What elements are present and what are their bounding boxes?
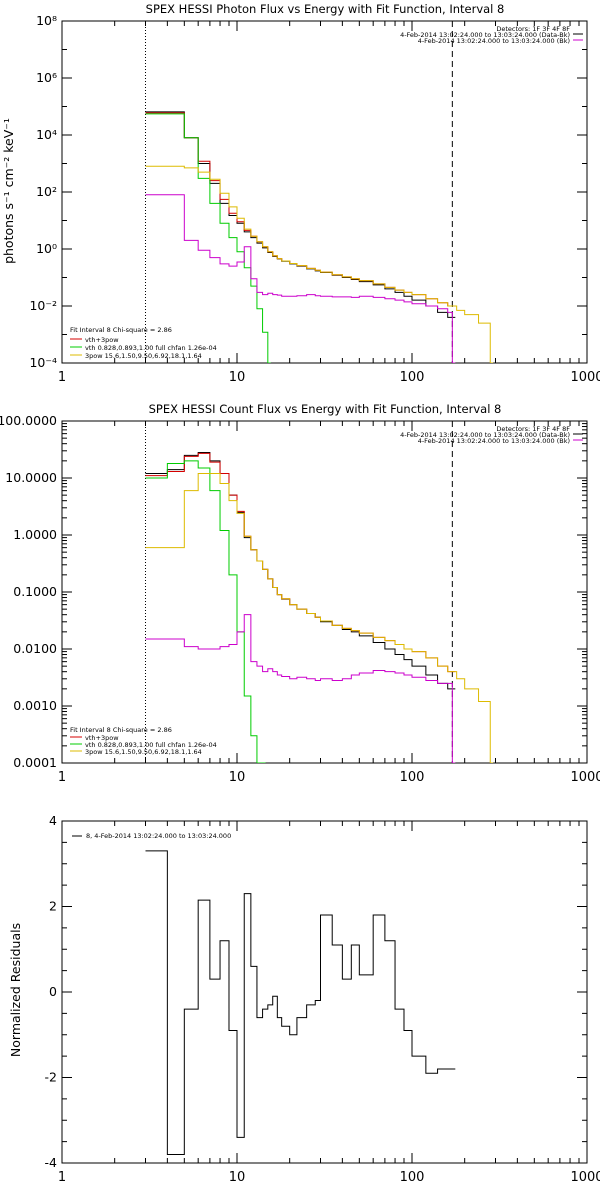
y-tick-label: 2 — [49, 899, 57, 914]
plot-frame — [61, 420, 588, 764]
x-tick-label: 10 — [229, 1170, 246, 1185]
residuals-legend-text: 8, 4-Feb-2014 13:02:24.000 to 13:03:24.0… — [86, 832, 231, 840]
y-tick-label: 0.0001 — [13, 755, 57, 770]
y-tick-label: 100.0000 — [0, 413, 57, 428]
x-tick-label: 1000 — [570, 770, 600, 785]
residuals-ylabel: Normalized Residuals — [8, 923, 23, 1057]
plot-frame — [61, 20, 588, 364]
photon-flux-panel: SPEX HESSI Photon Flux vs Energy with Fi… — [1, 2, 600, 385]
x-tick-label: 10 — [229, 370, 246, 385]
series-line-5 — [145, 194, 456, 363]
y-tick-label: 0.0010 — [13, 698, 57, 713]
y-tick-label: -2 — [45, 1070, 57, 1085]
photon-flux-fit-title: Fit Interval 8 Chi-square = 2.86 — [70, 326, 172, 334]
count-flux-header-entry-2: 4-Feb-2014 13:02:24.000 to 13:03:24.000 … — [418, 437, 570, 445]
y-tick-label: 10.0000 — [5, 470, 57, 485]
plot-frame — [61, 820, 588, 1164]
count-flux-panel: SPEX HESSI Count Flux vs Energy with Fit… — [0, 402, 600, 785]
series-line-1 — [145, 111, 456, 318]
x-tick-label: 1000 — [570, 370, 600, 385]
x-tick-label: 1 — [58, 1170, 66, 1185]
series-line-2 — [145, 452, 456, 673]
series-line-1 — [145, 850, 456, 1155]
series-line-3 — [145, 113, 271, 363]
y-tick-label: 10² — [36, 184, 57, 199]
series-line-3 — [145, 460, 266, 763]
series-line-4 — [145, 472, 494, 763]
y-tick-label: 10⁻⁴ — [29, 355, 57, 370]
photon-flux-header-entry-2: 4-Feb-2014 13:02:24.000 to 13:03:24.000 … — [418, 37, 570, 45]
residuals-panel: Normalized Residuals 8, 4-Feb-2014 13:02… — [8, 813, 600, 1185]
y-tick-label: 1.0000 — [13, 527, 57, 542]
y-tick-label: 10⁶ — [36, 70, 57, 85]
y-tick-label: 10⁸ — [36, 13, 57, 28]
photon-flux-title: SPEX HESSI Photon Flux vs Energy with Fi… — [146, 2, 505, 16]
photon-flux-fit-legend-1: vth+3pow — [85, 336, 119, 344]
y-tick-label: 10⁻² — [29, 298, 57, 313]
count-flux-header-entry-1: 4-Feb-2014 13:02:24.000 to 13:03:24.000 … — [400, 431, 570, 439]
photon-flux-fit-legend-2: vth 0.828,0.893,1.00 full chfan 1.26e-04 — [85, 344, 217, 352]
photon-flux-detectors: Detectors: 1F 3F 4F 8F — [496, 25, 570, 33]
photon-flux-ylabel: photons s⁻¹ cm⁻² keV⁻¹ — [1, 118, 16, 264]
count-flux-fit-legend-3: 3pow 15.6,1.50,9.50,6.92,18.1,1.64 — [85, 748, 202, 756]
y-tick-label: 10⁴ — [36, 127, 57, 142]
photon-flux-header-entry-1: 4-Feb-2014 13:02:24.000 to 13:03:24.000 … — [400, 31, 570, 39]
count-flux-fit-title: Fit Interval 8 Chi-square = 2.86 — [70, 726, 172, 734]
photon-flux-fit-legend-3: 3pow 15.6,1.50,9.50,6.92,18.1,1.64 — [85, 352, 202, 360]
series-line-4 — [145, 165, 494, 363]
y-tick-label: 0 — [49, 984, 57, 999]
count-flux-fit-legend-2: vth 0.828,0.893,1.00 full chfan 1.26e-04 — [85, 741, 217, 749]
series-line-5 — [145, 614, 456, 763]
x-tick-label: 10 — [229, 770, 246, 785]
x-tick-label: 1 — [58, 770, 66, 785]
count-flux-detectors: Detectors: 1F 3F 4F 8F — [496, 425, 570, 433]
x-tick-label: 100 — [400, 370, 425, 385]
x-tick-label: 100 — [400, 770, 425, 785]
count-flux-title: SPEX HESSI Count Flux vs Energy with Fit… — [149, 402, 502, 416]
y-tick-label: -4 — [45, 1155, 58, 1170]
y-tick-label: 4 — [49, 813, 57, 828]
series-line-1 — [145, 452, 456, 690]
series-line-2 — [145, 112, 456, 307]
y-tick-label: 10⁰ — [36, 241, 57, 256]
y-tick-label: 0.0100 — [13, 641, 57, 656]
y-tick-label: 0.1000 — [13, 584, 57, 599]
count-flux-fit-legend-1: vth+3pow — [85, 734, 119, 742]
x-tick-label: 1 — [58, 370, 66, 385]
x-tick-label: 100 — [400, 1170, 425, 1185]
x-tick-label: 1000 — [570, 1170, 600, 1185]
